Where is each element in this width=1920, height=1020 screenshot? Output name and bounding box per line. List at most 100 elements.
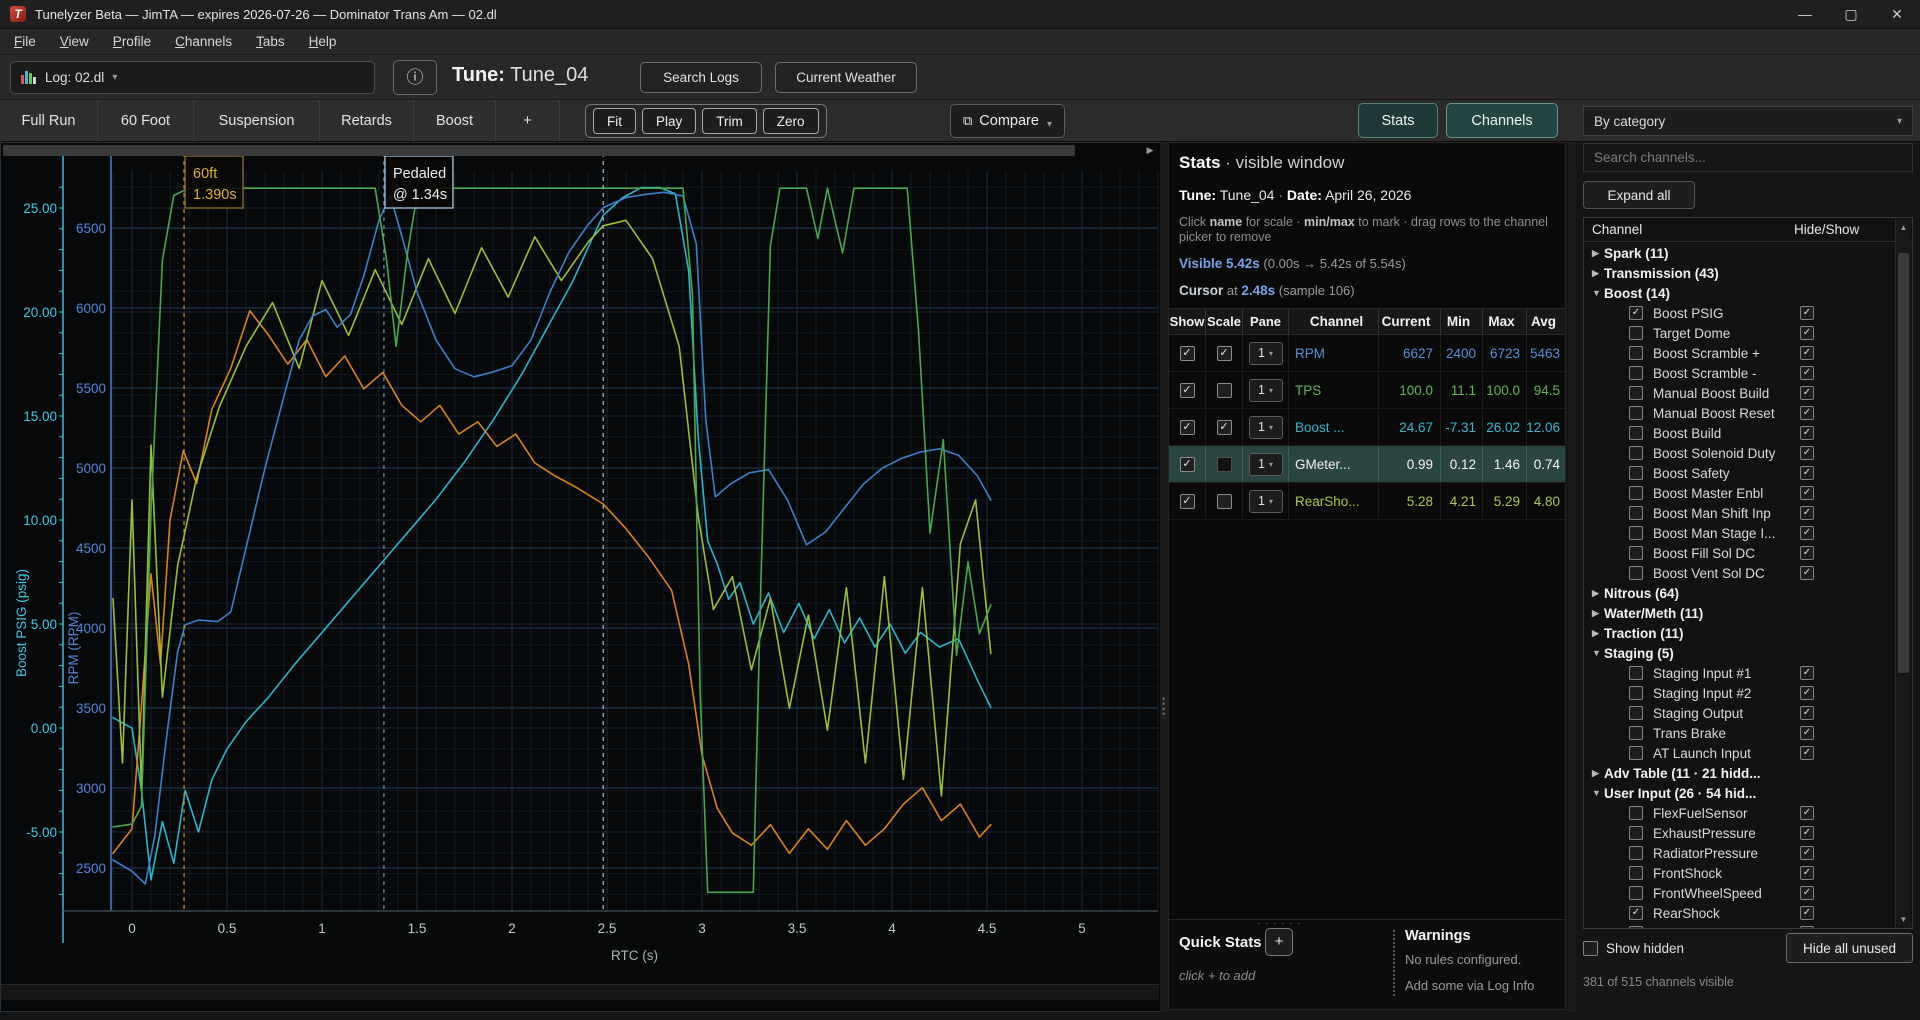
- avg-value[interactable]: 4.80: [1527, 483, 1566, 519]
- hide-show-checkbox[interactable]: ✓: [1800, 806, 1814, 820]
- tree-channel-exhaustpressure[interactable]: ExhaustPressure✓: [1584, 823, 1896, 843]
- channel-name[interactable]: RPM: [1289, 335, 1379, 371]
- hide-show-checkbox[interactable]: ✓: [1800, 306, 1814, 320]
- plot-checkbox[interactable]: [1629, 546, 1643, 560]
- tree-channel-boost-vent-sol-dc[interactable]: Boost Vent Sol DC✓: [1584, 563, 1896, 583]
- scroll-right-icon[interactable]: ▶: [1141, 143, 1159, 158]
- hide-show-checkbox[interactable]: ✓: [1800, 466, 1814, 480]
- tree-channel-radiatorpressure[interactable]: RadiatorPressure✓: [1584, 843, 1896, 863]
- stats-channels-splitter[interactable]: [1568, 142, 1576, 1012]
- plot-checkbox[interactable]: [1629, 426, 1643, 440]
- show-checkbox[interactable]: ✓: [1180, 383, 1195, 398]
- tab-60-foot[interactable]: 60 Foot: [98, 100, 194, 141]
- show-hidden-checkbox[interactable]: Show hidden: [1583, 941, 1684, 956]
- tree-category-nitrous[interactable]: ▶Nitrous (64): [1584, 583, 1896, 603]
- expand-icon[interactable]: ▶: [1592, 608, 1604, 619]
- cur-value[interactable]: 0.99: [1379, 446, 1441, 482]
- expand-icon[interactable]: ▶: [1592, 248, 1604, 259]
- min-value[interactable]: -7.31: [1441, 409, 1483, 445]
- channel-name[interactable]: Boost ...: [1289, 409, 1379, 445]
- tree-channel-staging-input-1[interactable]: Staging Input #1✓: [1584, 663, 1896, 683]
- plot-checkbox[interactable]: [1629, 326, 1643, 340]
- stats-row-rpm[interactable]: ✓✓1▾RPM6627240067235463: [1169, 335, 1566, 372]
- avg-value[interactable]: 12.06: [1527, 409, 1566, 445]
- hide-show-checkbox[interactable]: ✓: [1800, 346, 1814, 360]
- fit-button[interactable]: Fit: [593, 108, 636, 134]
- max-value[interactable]: 100.0: [1483, 372, 1527, 408]
- plot-checkbox[interactable]: [1629, 726, 1643, 740]
- collapse-icon[interactable]: ▼: [1592, 788, 1604, 798]
- tab-full-run[interactable]: Full Run: [0, 100, 98, 141]
- checkbox-icon[interactable]: [1583, 941, 1598, 956]
- stats-toggle-button[interactable]: Stats: [1358, 103, 1438, 138]
- show-checkbox[interactable]: ✓: [1180, 457, 1195, 472]
- tree-category-traction[interactable]: ▶Traction (11): [1584, 623, 1896, 643]
- tab-suspension[interactable]: Suspension: [194, 100, 320, 141]
- cur-value[interactable]: 6627: [1379, 335, 1441, 371]
- run-chart[interactable]: 25.0020.0015.0010.005.000.00-5.006500600…: [1, 143, 1161, 979]
- collapse-icon[interactable]: ▼: [1592, 288, 1604, 298]
- tree-channel-staging-input-2[interactable]: Staging Input #2✓: [1584, 683, 1896, 703]
- scale-checkbox[interactable]: [1217, 383, 1232, 398]
- plot-checkbox[interactable]: [1629, 926, 1643, 928]
- log-selector[interactable]: Log: 02.dl ▾: [10, 61, 375, 94]
- hide-show-checkbox[interactable]: ✓: [1800, 406, 1814, 420]
- expand-icon[interactable]: ▶: [1592, 628, 1604, 639]
- channels-toggle-button[interactable]: Channels: [1446, 103, 1558, 138]
- scale-checkbox[interactable]: ✓: [1217, 346, 1232, 361]
- hide-show-checkbox[interactable]: ✓: [1800, 366, 1814, 380]
- plot-checkbox[interactable]: [1629, 866, 1643, 880]
- scale-checkbox[interactable]: [1217, 494, 1232, 509]
- tree-channel-at-launch-input[interactable]: AT Launch Input✓: [1584, 743, 1896, 763]
- expand-icon[interactable]: ▶: [1592, 768, 1604, 779]
- tree-channel-frontshock[interactable]: FrontShock✓: [1584, 863, 1896, 883]
- plot-checkbox[interactable]: [1629, 486, 1643, 500]
- plot-checkbox[interactable]: [1629, 886, 1643, 900]
- min-value[interactable]: 11.1: [1441, 372, 1483, 408]
- scale-checkbox[interactable]: [1217, 457, 1232, 472]
- min-value[interactable]: 4.21: [1441, 483, 1483, 519]
- plot-checkbox[interactable]: [1629, 466, 1643, 480]
- tree-channel-manual-boost-reset[interactable]: Manual Boost Reset✓: [1584, 403, 1896, 423]
- maximize-button[interactable]: ▢: [1828, 0, 1874, 28]
- show-checkbox[interactable]: ✓: [1180, 494, 1195, 509]
- show-checkbox[interactable]: ✓: [1180, 420, 1195, 435]
- pane-select[interactable]: 1▾: [1249, 416, 1283, 439]
- expand-icon[interactable]: ▶: [1592, 268, 1604, 279]
- menu-item-view[interactable]: View: [50, 31, 99, 52]
- tree-channel-boost-build[interactable]: Boost Build✓: [1584, 423, 1896, 443]
- plot-checkbox[interactable]: [1629, 346, 1643, 360]
- scrollbar-thumb[interactable]: [3, 145, 1075, 156]
- menu-item-profile[interactable]: Profile: [103, 31, 161, 52]
- pane-select[interactable]: 1▾: [1249, 379, 1283, 402]
- plot-checkbox[interactable]: [1629, 846, 1643, 860]
- tree-category-spark[interactable]: ▶Spark (11): [1584, 243, 1896, 263]
- tab-boost[interactable]: Boost: [414, 100, 496, 141]
- trim-button[interactable]: Trim: [702, 108, 757, 134]
- expand-all-button[interactable]: Expand all: [1583, 181, 1695, 209]
- hide-show-checkbox[interactable]: ✓: [1800, 886, 1814, 900]
- scroll-down-icon[interactable]: ▼: [1896, 912, 1911, 928]
- plot-checkbox[interactable]: [1629, 746, 1643, 760]
- tab-retards[interactable]: Retards: [320, 100, 414, 141]
- chart-stats-splitter[interactable]: ••••: [1160, 142, 1168, 1012]
- stats-row-tps[interactable]: ✓1▾TPS100.011.1100.094.5: [1169, 372, 1566, 409]
- search-channels-input[interactable]: Search channels...: [1583, 143, 1913, 172]
- tree-category-water-meth[interactable]: ▶Water/Meth (11): [1584, 603, 1896, 623]
- pane-select[interactable]: 1▾: [1249, 453, 1283, 476]
- hide-show-checkbox[interactable]: ✓: [1800, 686, 1814, 700]
- scroll-up-icon[interactable]: ▲: [1896, 220, 1911, 236]
- tab--[interactable]: +: [496, 100, 560, 141]
- plot-checkbox[interactable]: ✓: [1629, 906, 1643, 920]
- max-value[interactable]: 26.02: [1483, 409, 1527, 445]
- hide-show-checkbox[interactable]: ✓: [1800, 846, 1814, 860]
- menu-item-file[interactable]: File: [4, 31, 46, 52]
- channel-tree-scrollbar[interactable]: ▲ ▼: [1895, 219, 1911, 929]
- tree-channel-boost-safety[interactable]: Boost Safety✓: [1584, 463, 1896, 483]
- hide-show-checkbox[interactable]: ✓: [1800, 906, 1814, 920]
- scale-checkbox[interactable]: ✓: [1217, 420, 1232, 435]
- tree-channel-boost-master-enbl[interactable]: Boost Master Enbl✓: [1584, 483, 1896, 503]
- cur-value[interactable]: 24.67: [1379, 409, 1441, 445]
- compare-button[interactable]: ⧉ Compare ▾: [950, 104, 1065, 138]
- stats-row-gmeter[interactable]: ✓1▾GMeter...0.990.121.460.74: [1169, 446, 1566, 483]
